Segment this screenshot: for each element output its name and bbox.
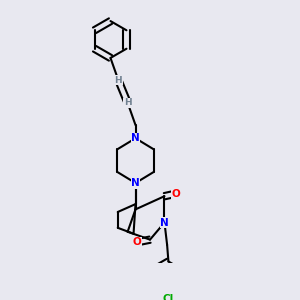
Text: N: N <box>131 133 140 143</box>
Text: N: N <box>160 218 169 227</box>
Text: H: H <box>115 76 122 85</box>
Text: H: H <box>124 98 131 107</box>
Text: Cl: Cl <box>163 294 174 300</box>
Text: O: O <box>133 237 141 247</box>
Text: O: O <box>172 189 181 199</box>
Text: N: N <box>131 178 140 188</box>
